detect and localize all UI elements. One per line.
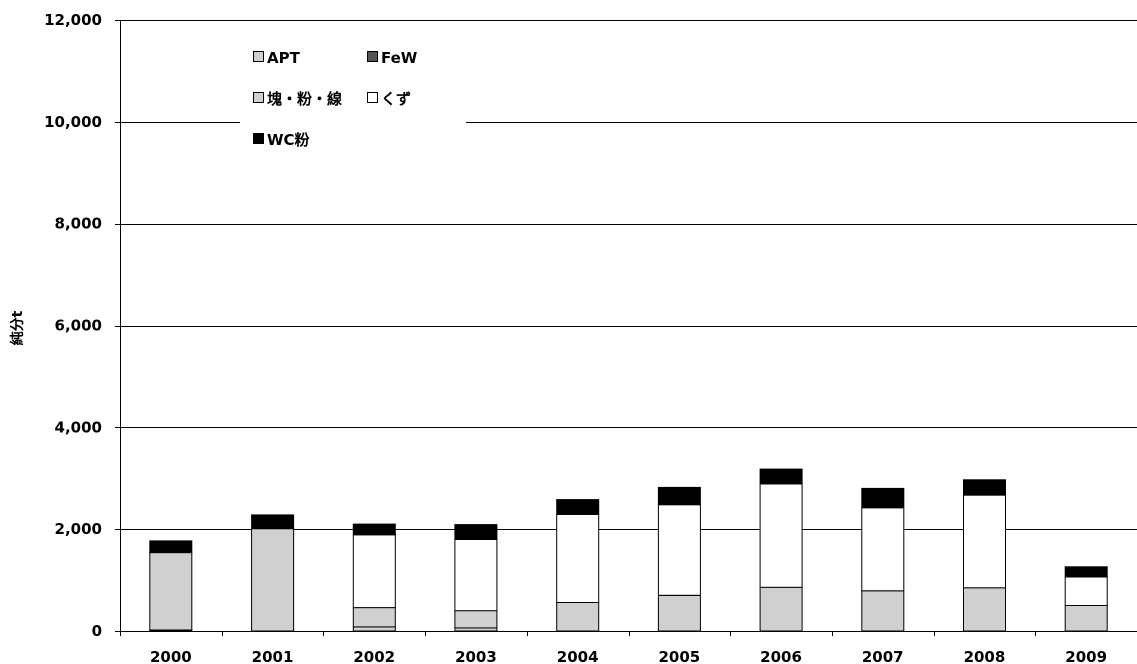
bar-segment (251, 514, 295, 530)
bar-group (251, 514, 295, 632)
bars (149, 468, 1108, 632)
y-tick-labels: 0 2,000 4,000 6,000 8,000 10,000 12,000 (44, 11, 102, 640)
y-axis-title: 純分t (9, 310, 26, 345)
bar-segment (556, 499, 600, 515)
bar-segment (1064, 576, 1108, 606)
axes (115, 20, 1137, 636)
legend-label: くず (381, 90, 411, 108)
legend-swatch (253, 92, 264, 103)
bar-segment (251, 528, 295, 632)
y-tick-label: 8,000 (55, 215, 102, 233)
legend-swatch (367, 92, 378, 103)
legend-label: FeW (381, 49, 418, 67)
bar-group (861, 487, 905, 632)
x-tick-label: 2000 (150, 648, 192, 664)
legend-swatch (253, 51, 264, 62)
legend-item: くず (367, 90, 411, 108)
bar-segment (149, 552, 193, 631)
legend: APT FeW 塊・粉・線 くず WC粉 (240, 40, 466, 165)
y-tick-label: 4,000 (55, 418, 102, 436)
bar-segment (454, 538, 498, 612)
bar-segment (657, 486, 701, 506)
x-tick-label: 2008 (964, 648, 1006, 664)
x-tick-label: 2007 (862, 648, 904, 664)
legend-swatch (253, 133, 264, 144)
x-tick-labels: 2000 2001 2002 2003 2004 2005 2006 2007 2008 2009 (150, 648, 1107, 664)
bar-segment (963, 479, 1006, 496)
bar-segment (657, 594, 701, 632)
legend-label: APT (267, 49, 301, 67)
bar-segment (657, 504, 701, 596)
x-tick-label: 2003 (455, 648, 497, 664)
bar-segment (861, 487, 905, 509)
legend-item: APT (253, 49, 301, 67)
x-tick-label: 2005 (658, 648, 700, 664)
bar-segment (556, 513, 600, 604)
bar-segment (352, 607, 396, 628)
bar-group (352, 523, 396, 632)
legend-background (240, 40, 466, 165)
bar-segment (861, 590, 905, 632)
y-tick-label: 0 (92, 622, 102, 640)
y-tick-label: 12,000 (44, 11, 102, 29)
x-tick-label: 2004 (557, 648, 599, 664)
bar-group (454, 524, 498, 632)
bar-segment (963, 494, 1006, 589)
bar-segment (861, 507, 905, 592)
x-tick-label: 2001 (252, 648, 294, 664)
legend-item: 塊・粉・線 (253, 90, 342, 108)
bar-group (1064, 566, 1108, 632)
y-tick-label: 6,000 (55, 317, 102, 335)
bar-segment (759, 586, 803, 632)
bar-segment (352, 626, 396, 632)
legend-label: WC粉 (267, 131, 310, 149)
bar-group (759, 468, 803, 632)
bar-segment (556, 602, 600, 632)
bar-group (556, 499, 600, 632)
bar-segment (352, 534, 396, 609)
bar-segment (759, 483, 803, 588)
legend-swatch (367, 51, 378, 62)
bar-segment (1064, 605, 1108, 632)
x-tick-label: 2006 (760, 648, 802, 664)
legend-item: WC粉 (253, 131, 310, 149)
bar-segment (352, 523, 396, 536)
bar-segment (963, 587, 1006, 632)
y-tick-label: 2,000 (55, 520, 102, 538)
bar-segment (149, 540, 193, 554)
bar-group (149, 540, 193, 632)
bar-segment (454, 610, 498, 629)
x-tick-label: 2002 (353, 648, 395, 664)
y-tick-label: 10,000 (44, 113, 102, 131)
legend-label: 塊・粉・線 (267, 90, 342, 108)
legend-item: FeW (367, 49, 418, 67)
bar-segment (1064, 566, 1108, 578)
bar-group (657, 486, 701, 632)
bar-segment (454, 524, 498, 540)
bar-group (963, 479, 1006, 632)
bar-segment (759, 468, 803, 485)
x-tick-label: 2009 (1065, 648, 1107, 664)
